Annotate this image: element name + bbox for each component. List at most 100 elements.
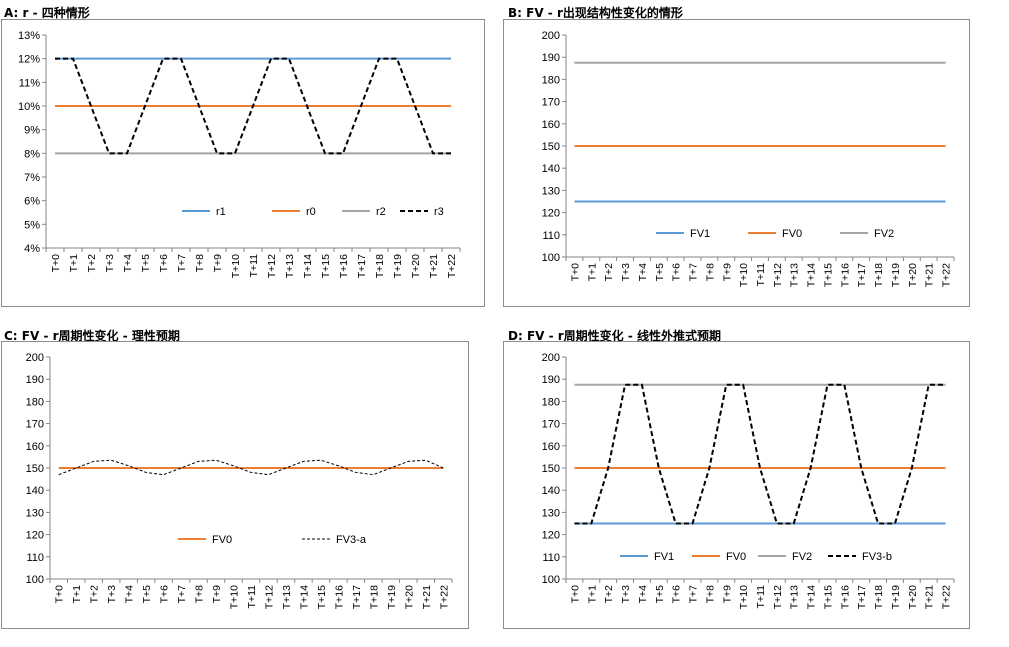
- y-tick-label: 5%: [24, 219, 40, 231]
- panel-b-chart: 100 110 120 130 140 150 160 170 180 190 200 T+0 T+1 T…: [503, 19, 970, 307]
- x-tick-label: T+11: [755, 263, 767, 287]
- x-tick-label: T+20: [403, 585, 415, 609]
- y-tick-label: 190: [542, 52, 560, 64]
- x-tick-label: T+11: [248, 254, 260, 278]
- x-tick-label: T+7: [176, 254, 188, 273]
- x-tick-label: T+12: [772, 263, 784, 287]
- y-tick-label: 6%: [24, 196, 40, 208]
- y-tick-label: 150: [26, 463, 44, 475]
- legend-label-r1: r1: [216, 206, 226, 218]
- x-tick-label: T+14: [806, 585, 818, 609]
- x-tick-label: T+5: [654, 585, 666, 604]
- series-line-fv3-b: [574, 383, 946, 525]
- y-tick-label: 180: [542, 396, 560, 408]
- y-tick-label: 4%: [24, 243, 40, 255]
- x-tick-label: T+19: [386, 585, 398, 609]
- y-tick-label: 190: [542, 374, 560, 386]
- y-tick-label: 120: [542, 530, 560, 542]
- x-tick-label: T+4: [637, 263, 649, 282]
- x-tick-label: T+0: [54, 585, 66, 604]
- y-tick-label: 110: [542, 552, 560, 564]
- x-tick-label: T+2: [603, 263, 615, 282]
- panel-d-chart: 100 110 120 130 140 150 160 170 180 190 200 T+0 T+1 T…: [503, 341, 970, 629]
- x-tick-label: T+6: [671, 585, 683, 604]
- x-tick-label: T+13: [789, 585, 801, 609]
- panel-c-chart: 100 110 120 130 140 150 160 170 180 190 200 T+0 T+1 T…: [1, 341, 469, 629]
- x-tick-label: T+9: [212, 254, 224, 273]
- legend-label-r3: r3: [434, 206, 444, 218]
- x-tick-label: T+16: [839, 263, 851, 287]
- x-tick-label: T+16: [839, 585, 851, 609]
- y-tick-label: 130: [542, 185, 560, 197]
- chart-d-svg: 100 110 120 130 140 150 160 170 180 190 200 T+0 T+1 T…: [542, 352, 955, 609]
- y-tick-label: 120: [26, 530, 44, 542]
- x-tick-label: T+5: [140, 254, 152, 273]
- x-tick-label: T+15: [320, 254, 332, 278]
- y-tick-label: 120: [542, 208, 560, 220]
- x-tick-label: T+1: [68, 254, 80, 273]
- x-tick-label: T+18: [873, 263, 885, 287]
- x-tick-label: T+19: [890, 585, 902, 609]
- x-tick-label: T+18: [873, 585, 885, 609]
- x-tick-label: T+0: [50, 254, 62, 273]
- series-line-fv3-a: [58, 459, 444, 476]
- y-tick-label: 13%: [18, 30, 40, 42]
- x-tick-label: T+11: [755, 585, 767, 609]
- x-tick-label: T+17: [856, 263, 868, 287]
- x-tick-label: T+12: [772, 585, 784, 609]
- panel-a-title: A: r - 四种情形: [4, 6, 90, 20]
- x-tick-label: T+4: [637, 585, 649, 604]
- chart-c-svg: 100 110 120 130 140 150 160 170 180 190 200 T+0 T+1 T…: [26, 352, 453, 609]
- x-tick-label: T+11: [246, 585, 258, 609]
- legend-label-fv3-a: FV3-a: [336, 534, 367, 546]
- y-tick-label: 9%: [24, 125, 40, 137]
- x-tick-label: T+17: [351, 585, 363, 609]
- legend-label-fv0: FV0: [726, 551, 746, 563]
- y-tick-label: 11%: [19, 77, 40, 89]
- x-tick-label: T+3: [104, 254, 116, 273]
- legend-label-fv3-b: FV3-b: [862, 551, 892, 563]
- x-tick-label: T+9: [721, 263, 733, 282]
- x-tick-label: T+10: [738, 263, 750, 287]
- legend-label-fv1: FV1: [690, 228, 710, 240]
- x-tick-label: T+5: [141, 585, 153, 604]
- x-tick-label: T+10: [738, 585, 750, 609]
- x-tick-label: T+21: [421, 585, 433, 609]
- x-tick-label: T+0: [569, 263, 581, 282]
- x-tick-label: T+10: [230, 254, 242, 278]
- y-tick-label: 160: [542, 441, 560, 453]
- x-tick-label: T+21: [924, 585, 936, 609]
- x-tick-label: T+13: [789, 263, 801, 287]
- x-tick-label: T+13: [281, 585, 293, 609]
- x-tick-label: T+7: [688, 585, 700, 604]
- x-tick-label: T+3: [620, 263, 632, 282]
- x-tick-label: T+1: [71, 585, 83, 604]
- y-tick-label: 190: [26, 374, 44, 386]
- y-tick-label: 180: [542, 74, 560, 86]
- x-tick-label: T+6: [158, 254, 170, 273]
- x-tick-label: T+12: [263, 585, 275, 609]
- x-tick-label: T+8: [194, 585, 206, 604]
- x-tick-label: T+18: [374, 254, 386, 278]
- y-tick-label: 140: [542, 485, 560, 497]
- x-tick-label: T+20: [410, 254, 422, 278]
- y-tick-label: 200: [26, 352, 44, 364]
- y-tick-label: 150: [542, 463, 560, 475]
- x-tick-label: T+15: [822, 263, 834, 287]
- y-tick-label: 140: [542, 163, 560, 175]
- x-tick-label: T+21: [428, 254, 440, 278]
- x-tick-label: T+1: [586, 263, 598, 282]
- x-tick-label: T+8: [704, 585, 716, 604]
- panel-c-title: C: FV - r周期性变化 - 理性预期: [4, 329, 180, 343]
- x-tick-label: T+15: [822, 585, 834, 609]
- x-tick-label: T+7: [176, 585, 188, 604]
- x-tick-label: T+14: [298, 585, 310, 609]
- panel-a-chart: 4% 5% 6% 7% 8% 9% 10% 11% 12% 13% T+0 T+1 T+2 T+3 T+4 T…: [1, 19, 485, 307]
- y-tick-label: 130: [26, 507, 44, 519]
- x-tick-label: T+9: [721, 585, 733, 604]
- x-tick-label: T+14: [806, 263, 818, 287]
- x-tick-label: T+22: [446, 254, 458, 278]
- x-tick-label: T+0: [569, 585, 581, 604]
- legend-label-r0: r0: [306, 206, 316, 218]
- y-tick-label: 130: [542, 507, 560, 519]
